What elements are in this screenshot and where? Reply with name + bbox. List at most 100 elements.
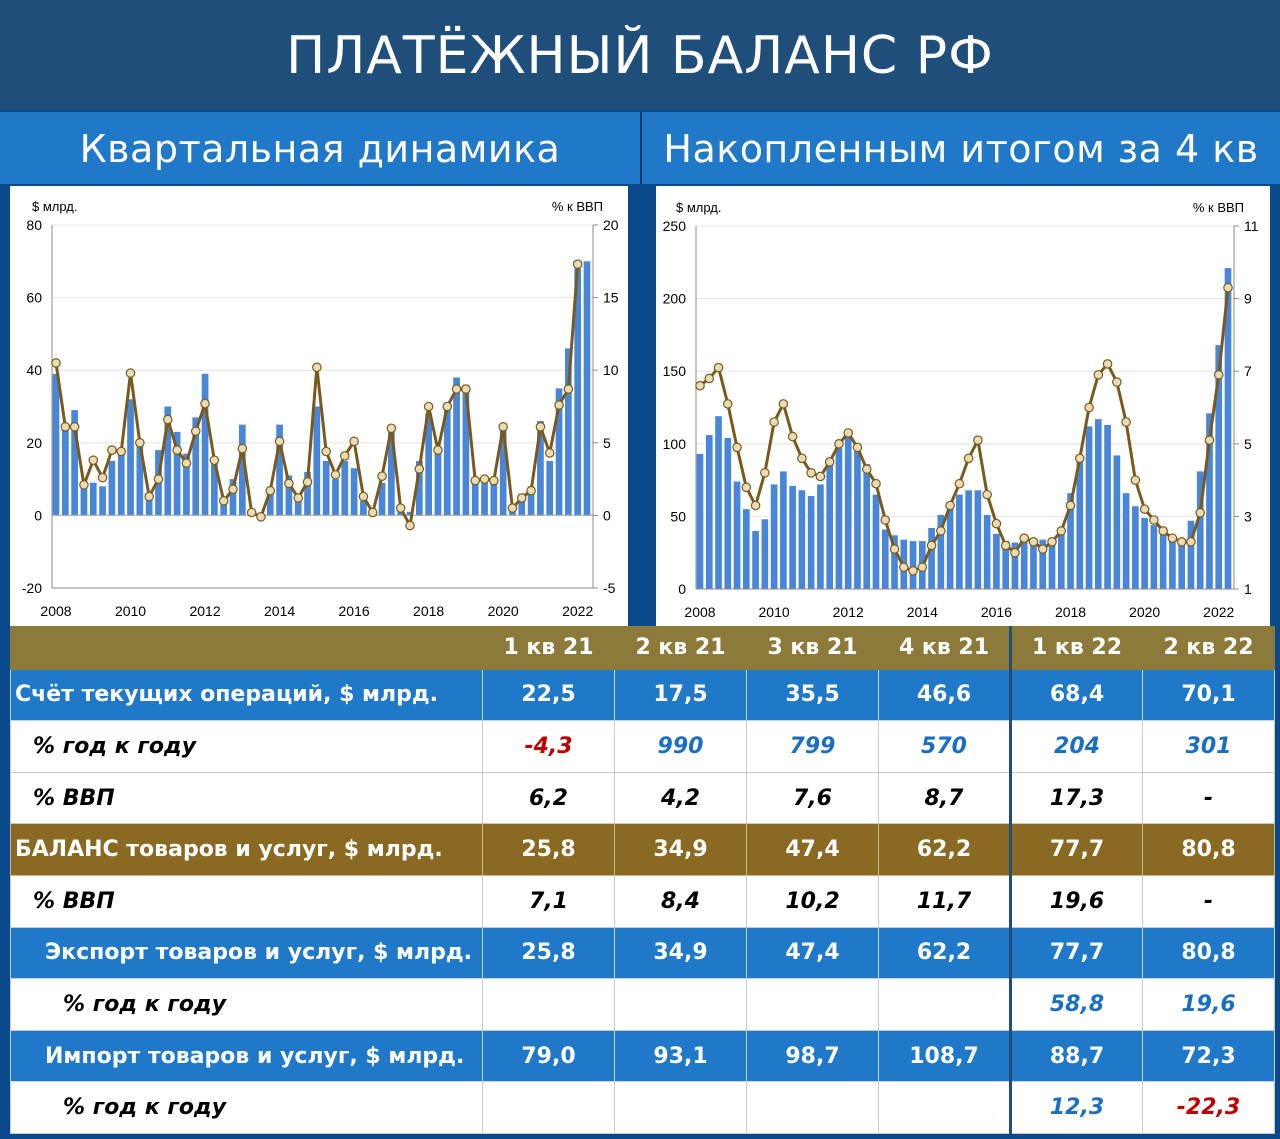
line-point [1084,402,1094,413]
line-point [722,399,733,409]
line-point [806,468,816,478]
bar [1150,525,1158,589]
line-point [190,426,201,436]
y-left-tick-label: -20 [22,580,42,596]
bar [705,435,713,589]
table-cell: 301 [1142,720,1275,773]
table-row: % год к году 12,3 -22,3 [10,1081,1275,1134]
table-cell: - [1142,874,1275,928]
table-row: % ВВП 7,1 8,4 10,2 11,7 19,6 - [10,874,1275,928]
bar [863,464,871,589]
table-cell [614,1081,747,1134]
bar [360,500,367,516]
bar [993,533,1000,589]
table-cell: 72,3 [1142,1029,1275,1083]
table-cell: 34,9 [614,926,747,980]
line-point [936,526,946,536]
x-tick-label: 2012 [833,604,864,620]
cumulative-chart-panel: 0 50 100 150 200 250 1 3 5 7 9 11 $ млрд. % к ВВП 2008… [656,186,1270,626]
bar [835,448,843,589]
bar [844,435,852,589]
table-cell: 22,5 [482,668,615,722]
line-point [1010,547,1020,558]
bar [434,450,442,516]
table-cell: 8,4 [614,874,747,928]
table-row: Экспорт товаров и услуг, $ млрд. 25,8 34… [10,926,1275,980]
line-point [489,475,499,486]
bar [406,511,414,516]
line-point [1000,540,1011,551]
col-header: 2 кв 22 [1142,626,1275,670]
bar [238,424,246,516]
line-point [1019,533,1030,543]
line-point [732,442,742,453]
y-right-unit-label: % к ВВП [552,199,603,214]
bar [71,410,78,516]
bar [983,514,991,589]
x-tick-label: 2016 [339,603,370,619]
bar [313,406,321,516]
line-point [442,401,453,412]
line-point [1102,359,1113,369]
bar [826,464,834,589]
line-point [181,458,192,468]
bar [183,453,190,516]
table-header-corner [10,626,483,670]
row-label: % год к году [10,720,483,773]
bar [527,486,535,516]
table-cell: 204 [1009,720,1143,773]
line-point [209,455,220,466]
table-row: Счёт текущих операций, $ млрд. 22,5 17,5… [10,668,1275,722]
y-left-tick-label: 0 [678,581,686,597]
bar [127,399,134,516]
bar [565,348,572,516]
bar [415,460,423,516]
bar [332,479,339,516]
table-cell: 17,3 [1009,771,1143,825]
table-cell: - [1142,771,1275,825]
y-left-tick-label: 200 [663,291,687,307]
row-label: % ВВП [10,771,483,825]
bar [696,453,704,589]
table-cell: 19,6 [1142,978,1275,1031]
line-point [274,436,285,447]
y-right-tick-label: 0 [603,507,611,523]
table-row: % год к году -4,3 990 799 570 204 301 [10,720,1275,773]
left-chart-heading: Квартальная динамика [0,112,640,184]
bar [1039,539,1047,589]
y-right-tick-label: 7 [1244,363,1252,379]
line-point [760,468,770,478]
col-header: 2 кв 21 [614,626,747,670]
bar [1094,419,1102,589]
bar [211,457,218,516]
y-right-tick-label: 5 [1244,436,1252,452]
bar [1113,455,1121,589]
y-left-tick-label: 0 [34,507,42,523]
line-point [926,540,937,551]
line-point [451,384,462,394]
y-left-unit-label: $ млрд. [32,199,78,214]
table-cell: 35,5 [746,668,879,722]
table-cell: 88,7 [1009,1029,1143,1083]
table-cell: 8,7 [878,771,1011,825]
bar [61,428,69,516]
x-tick-label: 2022 [562,603,593,619]
bar [499,424,507,516]
bar [89,482,97,516]
line-point [414,464,425,474]
bar [1104,424,1111,589]
bar [1141,517,1148,589]
line-point [237,443,248,454]
line-point [162,414,173,425]
bar [574,268,582,516]
table-cell [746,978,879,1031]
table-cell: 47,4 [746,926,879,980]
row-label: % год к году [10,978,483,1031]
table-cell: 4,2 [614,771,747,825]
y-left-tick-label: 20 [26,435,42,451]
bar [537,421,544,516]
line-point [824,457,835,467]
line-point [69,422,80,432]
table-cell: 62,2 [878,926,1011,980]
line-point [256,512,266,522]
